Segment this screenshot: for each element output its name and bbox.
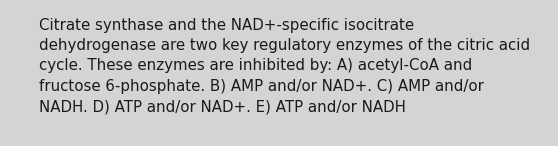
- Text: Citrate synthase and the NAD+-specific isocitrate
dehydrogenase are two key regu: Citrate synthase and the NAD+-specific i…: [39, 18, 530, 114]
